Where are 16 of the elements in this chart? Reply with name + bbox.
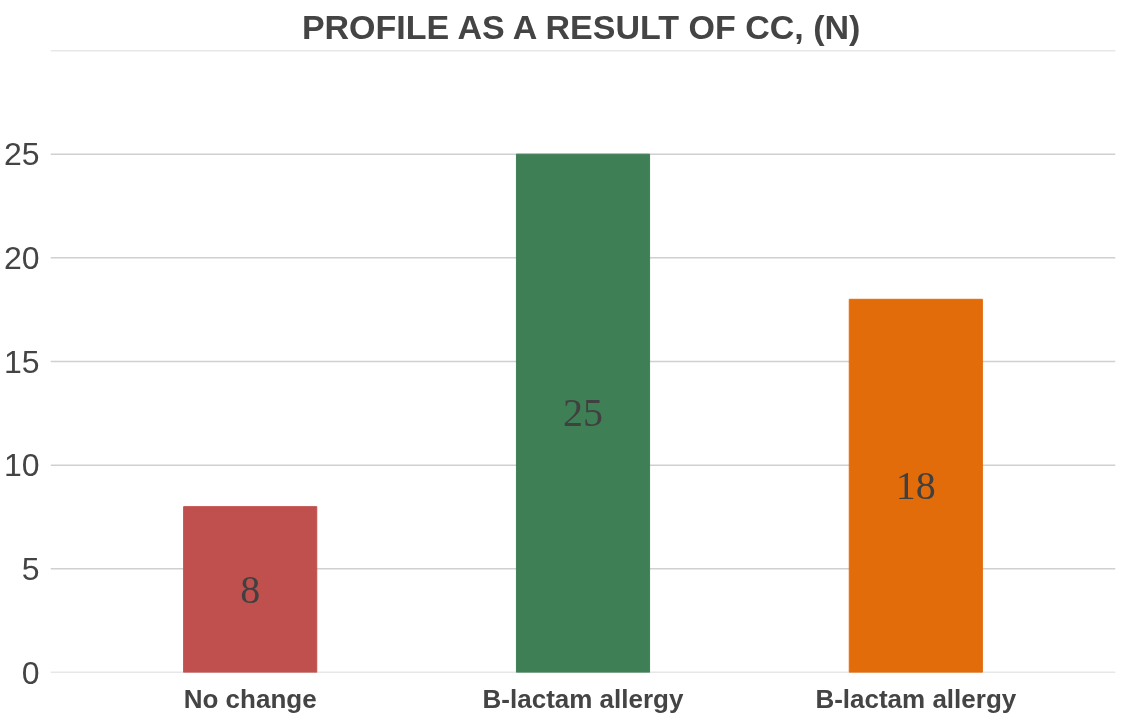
bar [183,506,318,673]
y-tick-label: 5 [21,550,40,587]
y-tick-label: 25 [3,136,40,173]
y-tick-label: 20 [3,239,40,276]
x-tick-label: B-lactam allergy [482,683,684,714]
bar [515,153,651,673]
bar [848,298,983,673]
y-tick-label: 15 [3,343,40,380]
data-label: 8 [240,566,261,612]
x-tick-label: No change [183,683,317,714]
data-label: 25 [563,390,603,436]
chart-title: PROFILE AS A RESULT OF CC, (N) [301,7,861,46]
x-tick-label: B-lactam allergy [815,683,1017,714]
data-label: 18 [895,462,936,508]
y-tick-label: 0 [21,654,40,691]
y-tick-label: 10 [3,447,40,484]
